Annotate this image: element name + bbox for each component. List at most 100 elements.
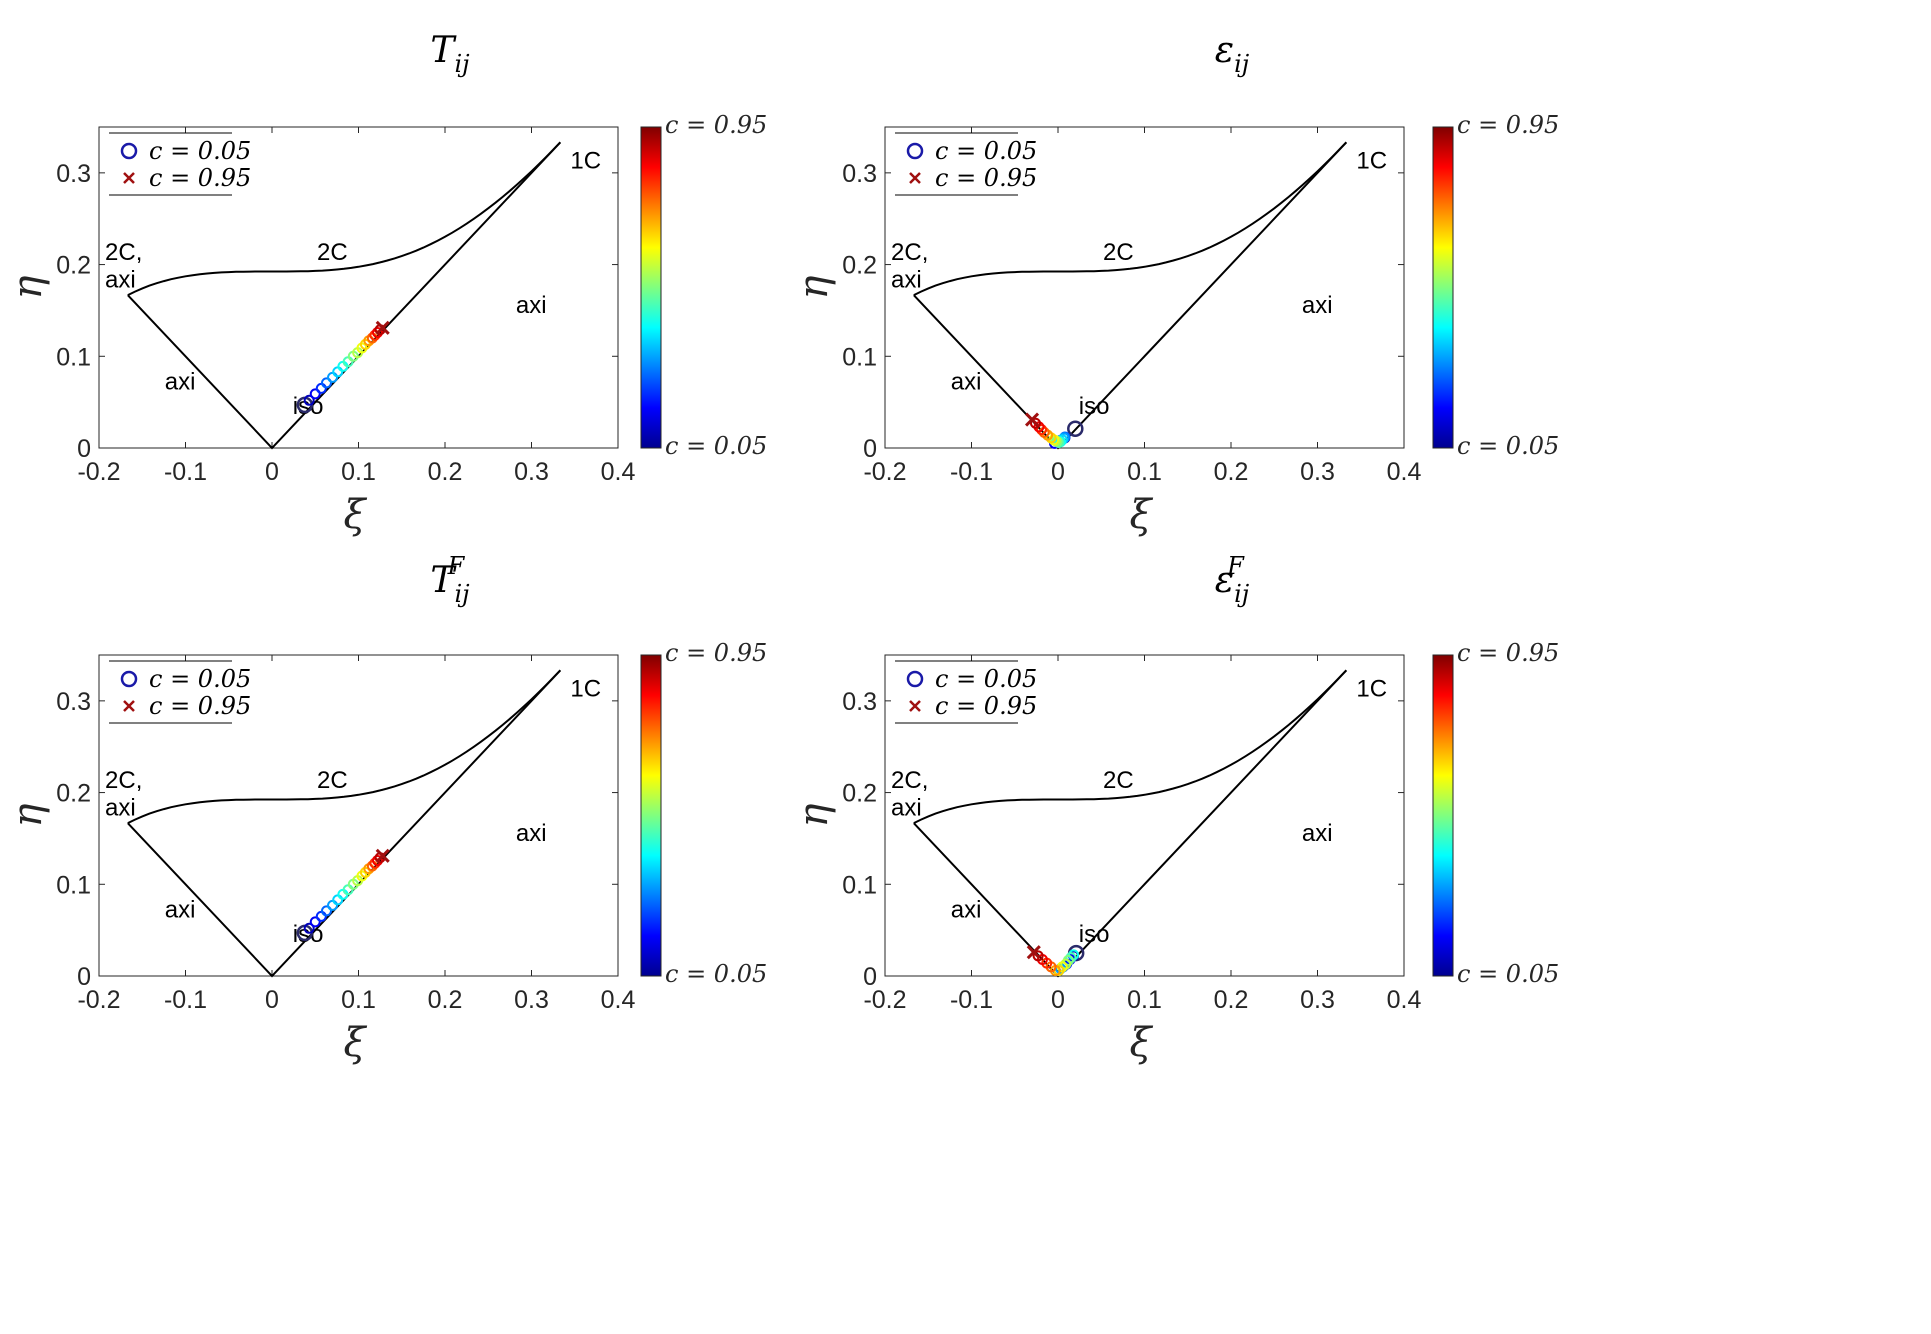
region-label: 1C xyxy=(570,675,601,702)
x-tick-label: 0.3 xyxy=(514,986,549,1014)
y-tick-label: 0 xyxy=(77,435,91,463)
region-label: axi xyxy=(165,368,196,395)
x-tick-label: 0.3 xyxy=(1300,986,1335,1014)
title-symbol: T xyxy=(430,30,457,71)
colorbar xyxy=(1432,126,1454,449)
title-subscript: ij xyxy=(454,50,470,78)
x-tick-label: 0.4 xyxy=(1387,458,1422,486)
end-marker xyxy=(1024,412,1040,427)
region-label: axi xyxy=(891,795,922,822)
region-label: iso xyxy=(1079,921,1110,948)
end-marker xyxy=(1026,945,1041,960)
y-tick-label: 0.2 xyxy=(56,252,91,280)
x-tick-label: 0 xyxy=(265,986,279,1014)
lumley-2c-curve xyxy=(127,141,562,296)
y-tick-label: 0.2 xyxy=(842,252,877,280)
data-point xyxy=(309,388,321,400)
x-tick-label: 0 xyxy=(1051,458,1065,486)
x-tick-label: 0.2 xyxy=(428,986,463,1014)
legend-circle-icon xyxy=(906,670,924,688)
data-point xyxy=(327,899,339,911)
colorbar xyxy=(640,126,662,449)
y-tick-label: 0.1 xyxy=(56,871,91,899)
x-tick-label: 0.4 xyxy=(601,986,636,1014)
x-tick-label: 0.3 xyxy=(514,458,549,486)
panel-title: TijF xyxy=(430,552,470,608)
panel-title: εij xyxy=(1215,30,1250,78)
region-label: 2C xyxy=(1103,767,1134,794)
region-label: 2C, xyxy=(105,239,142,266)
x-tick-label: 0.4 xyxy=(601,458,636,486)
legend-cross-icon xyxy=(909,172,921,184)
legend-circle-icon xyxy=(120,142,138,160)
title-superscript: F xyxy=(447,552,466,580)
region-label: 2C, xyxy=(105,767,142,794)
colorbar-max-label: c = 0.95 xyxy=(665,111,767,139)
colorbar-max-label: c = 0.95 xyxy=(1457,639,1559,667)
legend-label: c = 0.95 xyxy=(149,164,251,192)
legend-label: c = 0.05 xyxy=(935,137,1037,165)
data-point xyxy=(372,854,384,866)
region-label: iso xyxy=(1079,393,1110,420)
region-label: 1C xyxy=(1356,147,1387,174)
y-tick-label: 0.2 xyxy=(56,780,91,808)
x-tick-label: 0.4 xyxy=(1387,986,1422,1014)
data-point xyxy=(332,366,344,378)
title-symbol: T xyxy=(430,560,457,601)
panel-1: Tij-0.2 -0.1 0 0.1 0.2 0.3 0.400.10.20.3ξη2C,a… xyxy=(5,30,767,538)
x-tick-label: -0.1 xyxy=(950,458,993,486)
y-axis-label: η xyxy=(791,275,837,299)
x-tick-label: 0.2 xyxy=(1214,458,1249,486)
colorbar-min-label: c = 0.05 xyxy=(1457,432,1559,460)
x-tick-label: -0.1 xyxy=(950,986,993,1014)
x-tick-label: -0.2 xyxy=(863,458,906,486)
data-point xyxy=(303,394,315,406)
region-label: axi xyxy=(951,896,982,923)
x-axis-label: ξ xyxy=(343,1020,367,1066)
y-tick-label: 0.1 xyxy=(56,343,91,371)
region-label: axi xyxy=(1302,820,1333,847)
lumley-2c-curve xyxy=(913,141,1348,296)
panel-3: TijF -0.2 -0.1 0 0.1 0.2 0.3 0.4 0 0.1 0.2 0.3 ξ η 2C,… xyxy=(5,552,767,1066)
title-subscript: ij xyxy=(1234,50,1250,78)
title-subscript: ij xyxy=(454,580,470,608)
x-tick-label: -0.2 xyxy=(77,458,120,486)
x-tick-label: 0 xyxy=(1051,986,1065,1014)
y-tick-label: 0.3 xyxy=(842,160,877,188)
x-tick-label: 0.1 xyxy=(341,986,376,1014)
panel-title: Tij xyxy=(430,30,470,78)
region-label: 1C xyxy=(1356,675,1387,702)
y-tick-label: 0 xyxy=(77,963,91,991)
data-point xyxy=(1030,417,1042,429)
region-label: 1C xyxy=(570,147,601,174)
legend-label: c = 0.95 xyxy=(149,692,251,720)
legend-label: c = 0.95 xyxy=(935,164,1037,192)
panel-4: εijF -0.2 -0.1 0 0.1 0.2 0.3 0.4 0 0.1 0.2 0.3 ξ η 2C,… xyxy=(791,552,1559,1066)
panel-title: εijF xyxy=(1215,552,1250,608)
legend-label: c = 0.95 xyxy=(935,692,1037,720)
panel-2: εij-0.2 -0.1 0 0.1 0.2 0.3 0.400.10.20.3ξη2C,a… xyxy=(791,30,1559,538)
region-label: 2C, xyxy=(891,767,928,794)
x-tick-label: 0.3 xyxy=(1300,458,1335,486)
data-point xyxy=(309,916,321,928)
title-subscript: ij xyxy=(1234,580,1250,608)
x-axis-label: ξ xyxy=(1129,492,1153,538)
title-superscript: F xyxy=(1226,552,1245,580)
y-tick-label: 0.1 xyxy=(842,343,877,371)
x-tick-label: 0.2 xyxy=(1214,986,1249,1014)
colorbar-max-label: c = 0.95 xyxy=(665,639,767,667)
end-marker xyxy=(375,848,390,863)
region-label: axi xyxy=(516,292,547,319)
y-tick-label: 0.2 xyxy=(842,780,877,808)
x-tick-label: -0.1 xyxy=(164,458,207,486)
x-tick-label: 0.1 xyxy=(1127,986,1162,1014)
region-label: axi xyxy=(105,267,136,294)
x-tick-label: -0.1 xyxy=(164,986,207,1014)
region-label: 2C xyxy=(317,767,348,794)
title-symbol: ε xyxy=(1215,560,1234,601)
data-point xyxy=(320,377,332,389)
colorbar xyxy=(1432,654,1454,977)
data-point xyxy=(1032,950,1044,962)
region-label: axi xyxy=(1302,292,1333,319)
